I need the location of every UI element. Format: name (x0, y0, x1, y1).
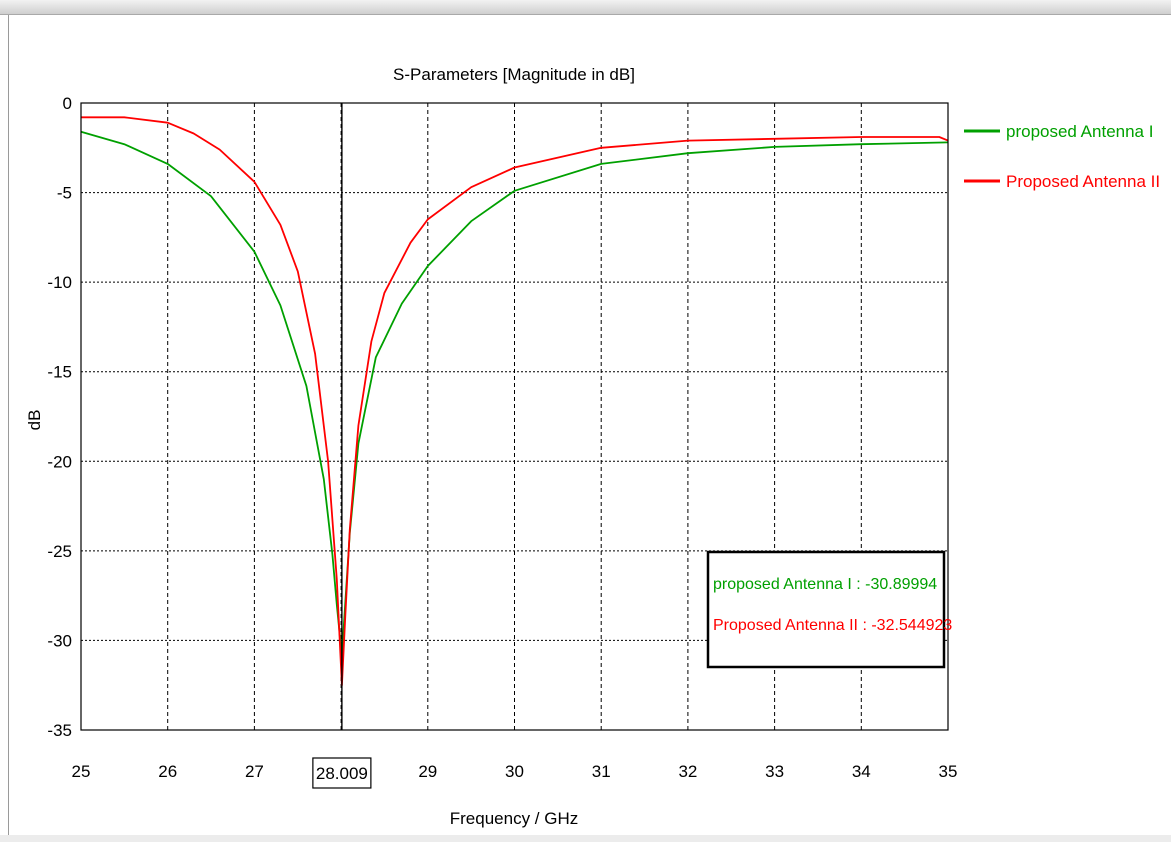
x-tick-label: 26 (158, 762, 177, 781)
y-tick-label: -15 (47, 363, 72, 382)
y-tick-label: 0 (63, 94, 72, 113)
readout-box-frame (706, 550, 946, 669)
y-tick-label: -30 (47, 631, 72, 650)
window-bottom-strip (0, 835, 1171, 842)
series-line-2 (81, 116, 949, 687)
readout-text-1: proposed Antenna I : -30.89994 (713, 576, 937, 593)
marker-x-label: 28.009 (316, 764, 368, 783)
y-tick-label: -10 (47, 273, 72, 292)
grid-lines (81, 103, 948, 730)
y-axis-label: dB (25, 410, 44, 431)
window-top-strip (0, 0, 1171, 15)
x-tick-label: 30 (505, 762, 524, 781)
plot-area[interactable] (80, 102, 949, 731)
x-tick-label: 25 (72, 762, 91, 781)
x-tick-label: 31 (592, 762, 611, 781)
window-left-border (8, 15, 9, 842)
legend: proposed Antenna I Proposed Antenna II (964, 122, 1160, 191)
chart-title: S-Parameters [Magnitude in dB] (393, 65, 635, 84)
y-tick-label: -35 (47, 721, 72, 740)
y-tick-label: -5 (57, 184, 72, 203)
x-tick-label: 34 (852, 762, 871, 781)
legend-label-2: Proposed Antenna II (1006, 172, 1160, 191)
x-tick-label: 29 (418, 762, 437, 781)
y-tick-label: -25 (47, 542, 72, 561)
x-tick-label: 27 (245, 762, 264, 781)
series-layer (80, 116, 949, 687)
marker-layer: 28.009 (312, 103, 372, 789)
y-tick-label: -20 (47, 452, 72, 471)
x-tick-label: 32 (678, 762, 697, 781)
readout-text-2: Proposed Antenna II : -32.544923 (713, 617, 952, 634)
marker-x-label-box (312, 757, 372, 789)
legend-label-1: proposed Antenna I (1006, 122, 1153, 141)
marker-readout-box: proposed Antenna I : -30.89994 Proposed A… (706, 550, 952, 669)
tick-labels: 25 26 27 29 30 31 32 33 34 35 0 -5 -10 -15 -20 -25 -30 -3… (47, 94, 957, 781)
x-tick-label: 35 (939, 762, 958, 781)
x-tick-label: 33 (765, 762, 784, 781)
x-axis-label: Frequency / GHz (450, 809, 579, 828)
